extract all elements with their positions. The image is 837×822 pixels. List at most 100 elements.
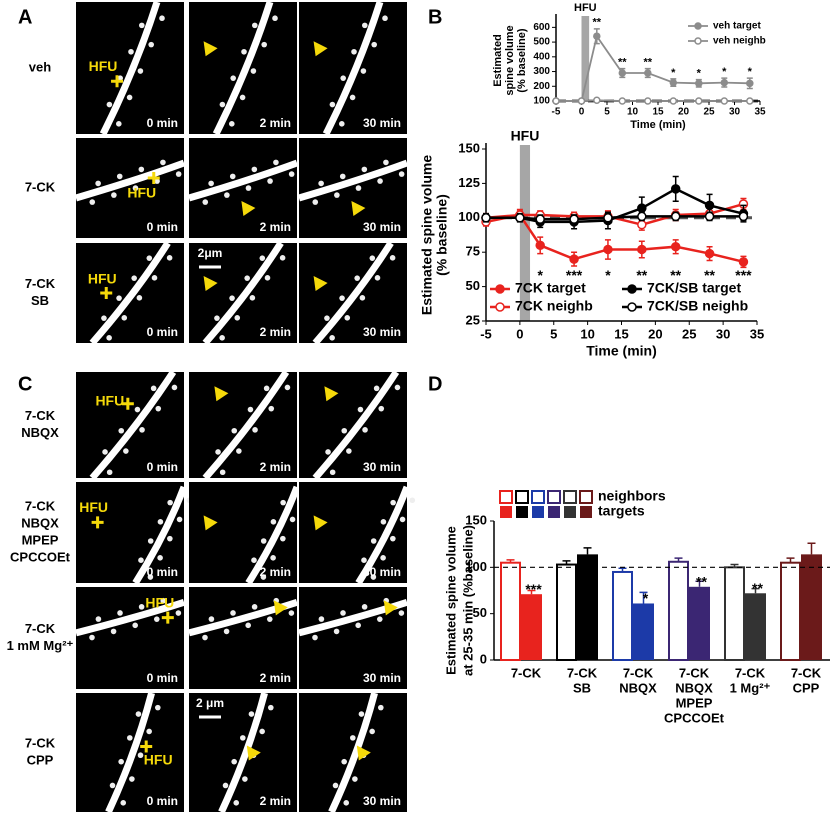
spine: [134, 406, 141, 413]
spine: [333, 628, 340, 635]
arrowhead: [351, 201, 366, 216]
arrowhead: [203, 276, 218, 291]
spine: [279, 255, 286, 261]
spine: [361, 557, 367, 563]
spine: [398, 610, 405, 616]
spine: [267, 178, 273, 184]
significance: ***: [735, 267, 752, 283]
x-tick-label: 5: [550, 326, 557, 341]
spine: [355, 622, 361, 629]
spine: [361, 22, 368, 29]
point: [669, 78, 678, 87]
spine: [350, 735, 356, 741]
point: [515, 213, 525, 223]
spine: [334, 192, 340, 198]
dendrite: [298, 598, 409, 637]
legend-marker: [627, 284, 637, 294]
spine: [219, 335, 225, 341]
spine: [273, 159, 279, 166]
time-label: 2 min: [260, 220, 291, 234]
spine: [340, 75, 346, 81]
spine: [398, 171, 405, 177]
spine: [383, 159, 389, 166]
x-tick-label: 7-CK: [511, 665, 542, 680]
x-tick-label: 25: [682, 326, 696, 341]
spine: [373, 385, 380, 392]
legend-marker: [694, 22, 702, 30]
spine: [132, 185, 139, 191]
spine: [230, 610, 236, 616]
spine: [224, 192, 230, 198]
x-tick-label: 7-CK: [679, 665, 710, 680]
spine: [215, 449, 221, 455]
stimulus-cross: [140, 740, 153, 753]
arrowhead: [214, 386, 229, 402]
point: [618, 97, 627, 105]
point: [637, 203, 647, 213]
point: [720, 97, 729, 105]
spine: [339, 295, 345, 301]
dendrite: [202, 241, 284, 346]
x-tick-label: 5: [604, 107, 610, 118]
spine: [280, 499, 286, 506]
spine: [264, 275, 271, 281]
arrowhead: [203, 515, 218, 531]
spine: [146, 255, 153, 261]
spine: [223, 628, 230, 635]
stimulus-window: [581, 16, 590, 101]
dendrite: [75, 598, 186, 637]
spine: [146, 728, 152, 735]
x-axis-label: Time (min): [586, 343, 657, 359]
spine: [106, 335, 112, 341]
spine: [138, 604, 145, 610]
dendrite: [89, 370, 177, 481]
spine: [357, 406, 364, 413]
stimulus-cross: [91, 516, 104, 529]
micrograph: [76, 138, 184, 238]
spine: [324, 315, 330, 321]
spine: [202, 199, 209, 205]
time-label: 0 min: [147, 671, 178, 685]
dendrite: [322, 0, 384, 136]
micrograph: [299, 372, 407, 478]
legend-marker: [627, 302, 637, 312]
point: [535, 240, 545, 251]
row-label: CPCCOEt: [10, 549, 71, 564]
spine: [157, 519, 164, 525]
point: [481, 213, 491, 223]
x-tick-label: 20: [678, 107, 690, 118]
legend-swatch: [564, 506, 576, 518]
spine: [138, 22, 145, 29]
point: [670, 184, 681, 194]
dendrite: [105, 692, 155, 814]
significance: **: [704, 267, 715, 283]
spine: [240, 735, 246, 741]
y-axis-label: at 25-35 min (%baseline): [460, 525, 475, 676]
spine: [362, 427, 368, 433]
spine: [284, 384, 291, 391]
legend-swatch: [579, 490, 593, 504]
panel-label: C: [18, 373, 32, 395]
x-tick-label: 15: [652, 107, 664, 118]
y-tick-label: 600: [533, 22, 550, 33]
spine: [259, 255, 266, 261]
micrograph: [189, 372, 297, 478]
point: [569, 214, 579, 224]
legend-swatch: [516, 506, 528, 518]
legend-swatch: [532, 506, 544, 518]
significance: *: [671, 67, 676, 79]
dendrite: [312, 241, 394, 346]
spine: [231, 758, 237, 765]
dendrite: [188, 598, 299, 637]
row-label: NBQX: [21, 425, 59, 440]
spine: [259, 728, 265, 735]
dendrite: [328, 692, 378, 814]
micrograph: [299, 138, 407, 238]
dendrite: [132, 485, 188, 585]
error-bar: [751, 587, 760, 594]
spine: [233, 800, 240, 806]
x-tick-label: 20: [648, 326, 662, 341]
time-label: 0 min: [147, 116, 178, 130]
spine: [160, 159, 166, 166]
